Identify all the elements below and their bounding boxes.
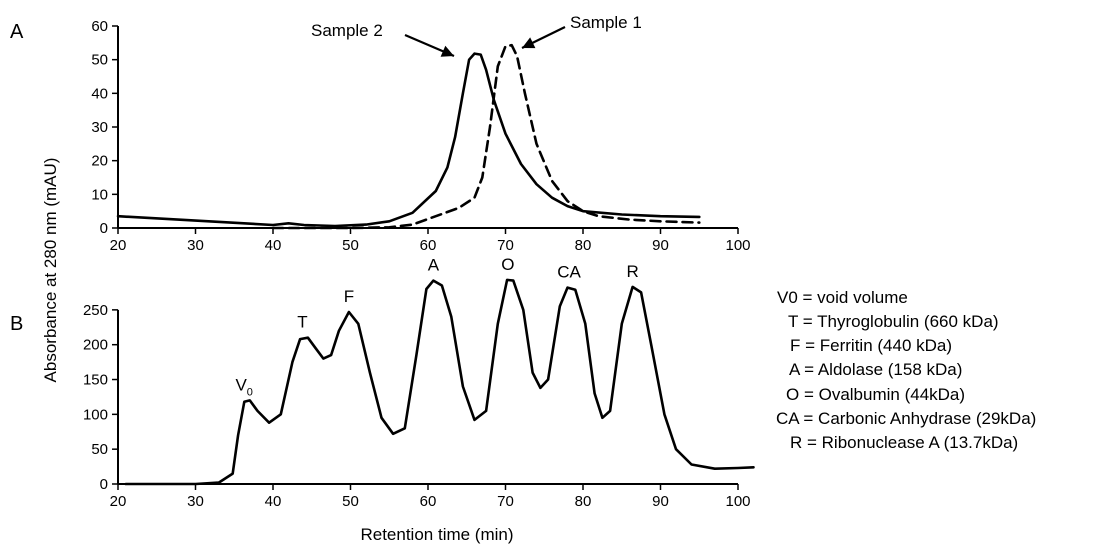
y-axis-label: Absorbance at 280 nm (mAU) <box>41 158 60 383</box>
x-tick-label: 80 <box>575 493 592 510</box>
x-tick-label: 100 <box>725 493 750 510</box>
x-tick-label: 60 <box>420 493 437 510</box>
x-tick-label: 40 <box>265 493 282 510</box>
x-tick-label: 30 <box>187 237 204 254</box>
x-tick-label: 80 <box>575 237 592 254</box>
panel-a-chart: 20 30 40 50 60 70 80 90 100 0 10 20 30 40 50 60 Sample 2… <box>91 13 750 254</box>
legend-item-v0: V0 = void volume <box>777 288 908 307</box>
x-tick-label: 30 <box>187 493 204 510</box>
y-tick-label: 250 <box>83 302 108 319</box>
x-tick-label: 50 <box>342 237 359 254</box>
annotation-sample-1: Sample 1 <box>570 13 642 32</box>
x-tick-label: 90 <box>652 493 669 510</box>
series-line-1 <box>124 278 755 486</box>
peak-label-t: T <box>297 313 307 332</box>
x-tick-label: 20 <box>110 493 127 510</box>
panel-b-chart: 20 30 40 50 60 70 80 90 100 0 50 100 150 200 250 V0 T F A O… <box>83 255 755 510</box>
y-tick-label: 0 <box>100 476 108 493</box>
x-tick-label: 100 <box>725 237 750 254</box>
y-tick-label: 40 <box>91 85 108 102</box>
y-tick-label: 20 <box>91 153 108 170</box>
x-tick-label: 70 <box>497 493 514 510</box>
legend-item-a: A = Aldolase (158 kDa) <box>789 360 962 379</box>
x-tick-label: 90 <box>652 237 669 254</box>
arrowhead-icon <box>522 37 536 49</box>
legend-item-r: R = Ribonuclease A (13.7kDa) <box>790 433 1018 452</box>
x-tick-label: 20 <box>110 237 127 254</box>
legend-item-o: O = Ovalbumin (44kDa) <box>786 385 965 404</box>
y-tick-label: 100 <box>83 406 108 423</box>
x-tick-label: 70 <box>497 237 514 254</box>
arrowhead-icon <box>440 45 454 57</box>
panel-a-label: A <box>10 21 24 43</box>
y-tick-label: 60 <box>91 18 108 35</box>
peak-label-ca: CA <box>557 263 581 282</box>
legend-item-t: T = Thyroglobulin (660 kDa) <box>788 312 999 331</box>
series-line-1 <box>116 52 701 228</box>
x-tick-label: 40 <box>265 237 282 254</box>
y-tick-label: 150 <box>83 372 108 389</box>
series-line-2 <box>271 43 701 230</box>
panel-b-label: B <box>10 313 23 335</box>
x-tick-label: 60 <box>420 237 437 254</box>
peak-label-r: R <box>626 262 638 281</box>
legend: V0 = void volume T = Thyroglobulin (660 … <box>776 288 1036 452</box>
peak-label-o: O <box>501 255 514 274</box>
peak-label-f: F <box>344 287 354 306</box>
y-tick-label: 30 <box>91 119 108 136</box>
legend-item-f: F = Ferritin (440 kDa) <box>790 336 952 355</box>
y-tick-label: 0 <box>100 220 108 237</box>
y-tick-label: 200 <box>83 337 108 354</box>
x-tick-label: 50 <box>342 493 359 510</box>
y-tick-label: 50 <box>91 52 108 69</box>
legend-item-ca: CA = Carbonic Anhydrase (29kDa) <box>776 409 1036 428</box>
peak-label-a: A <box>428 256 440 275</box>
annotation-sample-2: Sample 2 <box>311 21 383 40</box>
x-axis-label: Retention time (min) <box>360 525 513 544</box>
y-tick-label: 50 <box>91 441 108 458</box>
y-tick-label: 10 <box>91 186 108 203</box>
peak-label-v0: V0 <box>235 375 252 398</box>
